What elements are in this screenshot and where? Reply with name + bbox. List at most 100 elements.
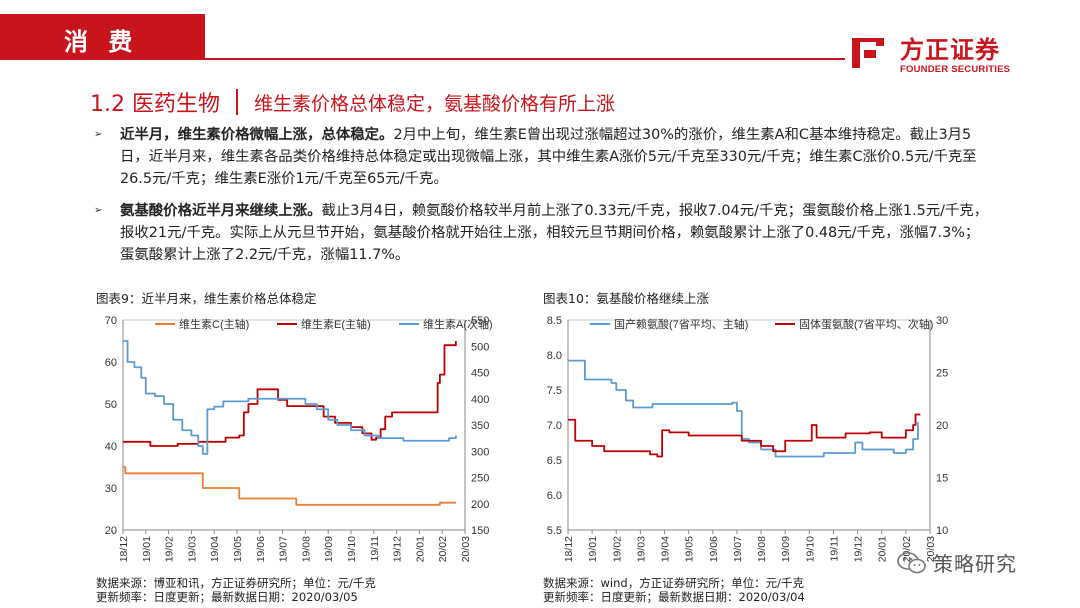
bullet-vitamin-text: 2月中上旬，维生素E曾出现过涨幅超过30%的涨价，维生素A和C基本维持稳定。截止… [120, 127, 977, 187]
bullet-vitamin-lead: 近半月，维生素价格微幅上涨，总体稳定。 [120, 127, 394, 143]
chart2-x-tick-label: 19/06 [708, 536, 720, 562]
vitamin-price-chart: 20 30 40 50 60 70 150 200 250 300 350 400 450 500 550 1… [105, 315, 493, 562]
chart1-title: 图表9：近半月来，维生素价格总体稳定 [96, 291, 317, 306]
chart1-source-line: 数据来源：博亚和讯，方正证券研究所；单位：元/千克 [96, 576, 376, 590]
chart2-title: 图表10：氨基酸价格继续上涨 [543, 291, 709, 306]
chart1-y-left-tick: 50 [105, 399, 117, 411]
chart2-y-right-tick: 15 [936, 473, 948, 485]
chart2-y-right-tick: 10 [936, 525, 948, 537]
chart1-y-right-tick: 350 [471, 420, 489, 432]
chart2-x-tick-label: 19/01 [587, 536, 599, 562]
logo-chinese-name: 方正证券 [900, 36, 1000, 64]
chart1-x-tick-label: 19/02 [164, 536, 176, 562]
chart2-source: 数据来源：wind，方正证券研究所；单位：元/千克 更新频率：日度更新；最新数据… [543, 576, 805, 604]
chart2-x-tick-label: 19/11 [828, 536, 840, 562]
chart2-x-tick-label: 19/12 [853, 536, 865, 562]
bullet-amino-acid: ➢ 氨基酸价格近半月来继续上涨。截止3月4日，赖氨酸价格较半月前上涨了0.33元… [92, 200, 992, 266]
bullet-arrow-icon: ➢ [94, 129, 103, 140]
section-heading: 1.2 医药生物 维生素价格总体稳定，氨基酸价格有所上涨 [90, 84, 615, 120]
chart2-series-line-2 [568, 413, 921, 458]
chart2-y-right-tick: 30 [936, 315, 948, 327]
chart2-update-line: 更新频率：日度更新；最新数据日期：2020/03/04 [543, 590, 805, 604]
chart1-y-right-tick: 150 [471, 525, 489, 537]
chart2-plot-area [567, 319, 931, 531]
chart1-x-tick-label: 18/12 [118, 536, 130, 562]
chart2-x-tick-label: 20/02 [901, 536, 913, 562]
chart2-x-tick-label: 19/10 [804, 536, 816, 562]
chart1-x-tick-label: 20/02 [437, 536, 449, 562]
chart1-x-tick-label: 19/12 [392, 536, 404, 562]
chart1-source: 数据来源：博亚和讯，方正证券研究所；单位：元/千克 更新频率：日度更新；最新数据… [96, 576, 376, 604]
chart1-y-right-tick: 450 [471, 368, 489, 380]
chart1-y-right-tick: 300 [471, 446, 489, 458]
chart1-x-tick-label: 19/07 [278, 536, 290, 562]
chart1-series-line-2 [123, 341, 457, 447]
founder-logo-icon [852, 38, 884, 68]
chart1-y-right-tick: 500 [471, 341, 489, 353]
section-number: 1.2 医药生物 [90, 92, 220, 117]
chart1-x-tick-label: 19/09 [323, 536, 335, 562]
chart2-y-left-tick: 6.0 [547, 490, 562, 502]
logo-english-name: FOUNDER SECURITIES [900, 64, 1011, 75]
chart1-x-tick-label: 20/01 [414, 536, 426, 562]
chart2-y-right-tick: 25 [936, 368, 948, 380]
chart1-series-line-3 [123, 340, 457, 455]
chart2-x-tick-label: 20/03 [925, 536, 937, 562]
chart1-legend-label-1: 维生素C(主轴) [179, 317, 249, 331]
chart1-x-tick-label: 20/03 [460, 536, 472, 562]
chart1-x-tick-label: 19/06 [255, 536, 267, 562]
chart1-y-right-tick: 550 [471, 315, 489, 327]
watermark-text: 策略研究 [933, 552, 1017, 576]
chart1-series-line-1 [123, 466, 456, 506]
bullet-amino-text: 截止3月4日，赖氨酸价格较半月前上涨了0.33元/千克，报收7.04元/千克；蛋… [120, 203, 989, 263]
chart1-y-left-tick: 70 [105, 315, 117, 327]
chart2-y-left-tick: 5.5 [547, 525, 562, 537]
chart2-legend-label-2: 固体蛋氨酸(7省平均、次轴) [799, 317, 933, 331]
chart1-y-left-tick: 20 [105, 525, 117, 537]
chart1-legend-label-3: 维生素A(次轴) [423, 317, 493, 331]
heading-separator [235, 89, 238, 115]
chart1-y-right-tick: 400 [471, 394, 489, 406]
chart2-x-tick-label: 20/01 [877, 536, 889, 562]
chart1-y-left-tick: 40 [105, 441, 117, 453]
chart2-y-left-tick: 8.0 [547, 350, 562, 362]
wechat-icon [897, 551, 926, 573]
bullet-list: ➢ 近半月，维生素价格微幅上涨，总体稳定。2月中上旬，维生素E曾出现过涨幅超过3… [92, 124, 992, 276]
chart2-x-tick-label: 18/12 [563, 536, 575, 562]
chart1-y-right-tick: 250 [471, 473, 489, 485]
chart2-series-line-1 [568, 359, 919, 458]
chart1-legend-label-2: 维生素E(主轴) [301, 317, 371, 331]
section-tag: 消 费 [64, 28, 139, 56]
chart1-x-tick-label: 19/01 [141, 536, 153, 562]
chart1-x-tick-label: 19/10 [346, 536, 358, 562]
bullet-arrow-icon: ➢ [94, 205, 103, 216]
wechat-watermark: 策略研究 [897, 548, 1017, 577]
section-subtitle: 维生素价格总体稳定，氨基酸价格有所上涨 [253, 92, 615, 115]
chart2-x-tick-label: 19/03 [635, 536, 647, 562]
chart1-x-tick-label: 19/11 [369, 536, 381, 562]
amino-acid-price-chart: 5.5 6.0 6.5 7.0 7.5 8.0 8.5 10 15 20 25 30 18/12 19/0… [547, 315, 949, 562]
bullet-vitamin: ➢ 近半月，维生素价格微幅上涨，总体稳定。2月中上旬，维生素E曾出现过涨幅超过3… [92, 124, 992, 190]
chart2-y-left-tick: 7.0 [547, 420, 562, 432]
chart2-x-tick-label: 19/09 [780, 536, 792, 562]
chart1-x-tick-label: 19/05 [232, 536, 244, 562]
chart2-x-tick-label: 19/04 [660, 536, 672, 562]
chart2-y-left-tick: 8.5 [547, 315, 562, 327]
section-tag-bar: 消 费 [0, 14, 205, 60]
company-logo: 方正证券 FOUNDER SECURITIES [846, 30, 1046, 80]
chart1-y-right-tick: 200 [471, 499, 489, 511]
chart1-y-left-tick: 30 [105, 483, 117, 495]
chart2-y-left-tick: 6.5 [547, 455, 562, 467]
chart2-x-tick-label: 19/02 [611, 536, 623, 562]
chart1-y-left-tick: 60 [105, 357, 117, 369]
chart2-y-right-tick: 20 [936, 420, 948, 432]
chart2-x-tick-label: 19/08 [756, 536, 768, 562]
bullet-amino-lead: 氨基酸价格近半月来继续上涨。 [120, 203, 322, 219]
chart2-source-line: 数据来源：wind，方正证券研究所；单位：元/千克 [543, 576, 805, 590]
chart2-x-tick-label: 19/05 [684, 536, 696, 562]
chart2-y-left-tick: 7.5 [547, 385, 562, 397]
chart1-x-tick-label: 19/08 [300, 536, 312, 562]
chart1-update-line: 更新频率：日度更新；最新数据日期：2020/03/05 [96, 590, 358, 604]
chart2-legend-label-1: 国产赖氨酸(7省平均、主轴) [614, 317, 748, 331]
chart1-x-tick-label: 19/04 [209, 536, 221, 562]
